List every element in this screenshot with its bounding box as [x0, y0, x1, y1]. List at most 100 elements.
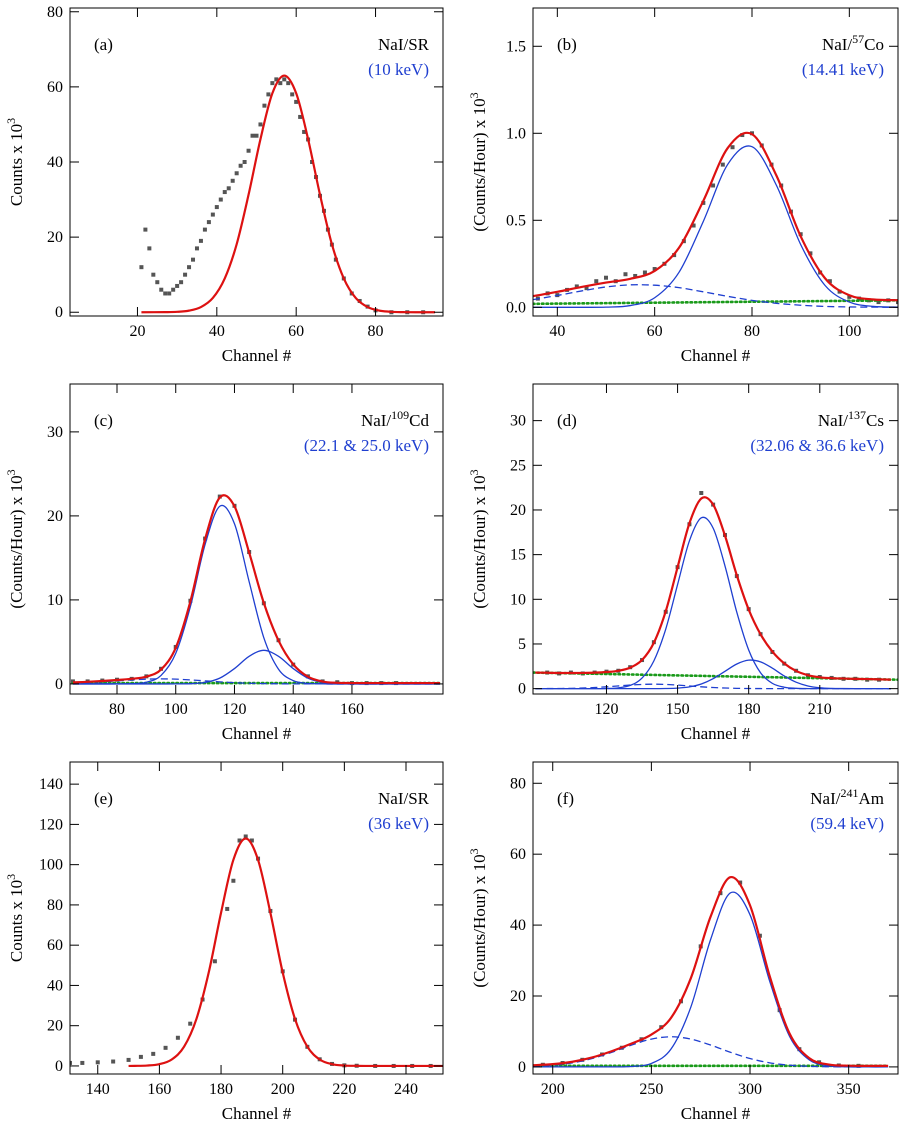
data-point [249, 838, 254, 843]
text-part: (Counts/Hour) x 10 [470, 475, 489, 608]
text-part: NaI/ [818, 411, 848, 430]
y-tick-label: 60 [47, 79, 63, 96]
panel: 0.0 0.5 1.0 1.5 40 60 80 100 Channel # (Counts/Ho… [467, 7, 899, 365]
panel: 0 20 40 60 80 20 40 60 80 Channel # Counts x 103 (a… [4, 4, 444, 365]
data-point [202, 227, 207, 232]
data-point [138, 1054, 143, 1059]
data-point [242, 160, 247, 164]
data-point [238, 163, 243, 168]
data-point [254, 133, 259, 138]
y-tick-label: 0 [518, 681, 526, 698]
data-point [652, 267, 657, 272]
x-tick-label: 180 [209, 1081, 233, 1098]
data-point [188, 1021, 193, 1026]
y-tick-label: 0.0 [506, 299, 526, 316]
y-tick-label: 0 [518, 1059, 526, 1076]
y-axis-label: Counts x 103 [4, 118, 26, 206]
x-tick-label: 200 [541, 1081, 565, 1098]
plot-frame [69, 761, 444, 1075]
data-point [70, 1060, 72, 1065]
component-curve [533, 1036, 889, 1068]
data-point [642, 270, 647, 275]
plot-area [533, 490, 898, 690]
fit-curve [533, 145, 898, 308]
y-tick-label: 30 [47, 424, 63, 441]
x-axis-label: Channel # [222, 1104, 292, 1123]
x-tick-label: 160 [340, 701, 364, 718]
text-part: Am [859, 789, 885, 808]
fit-curve [533, 876, 889, 1067]
data-point [95, 1060, 100, 1065]
y-tick-label: 20 [47, 508, 63, 525]
x-tick-label: 140 [281, 701, 305, 718]
x-axis-label: Channel # [222, 346, 292, 365]
x-tick-label: 120 [594, 701, 618, 718]
y-tick-label: 10 [510, 591, 526, 608]
data-point [711, 183, 716, 188]
data-point [237, 838, 242, 843]
superscript: 3 [467, 848, 481, 854]
text-part: NaI/ [810, 789, 840, 808]
data-point [139, 265, 144, 270]
x-tick-label: 200 [271, 1081, 295, 1098]
superscript: 57 [852, 32, 864, 46]
data-point [876, 300, 881, 305]
data-point [179, 280, 184, 285]
x-tick-label: 40 [549, 323, 565, 340]
data-point [206, 220, 211, 225]
data-point [212, 959, 217, 964]
data-point [194, 246, 199, 251]
data-point [226, 186, 231, 191]
data-point [143, 227, 148, 232]
panel-title: NaI/241Am [810, 786, 884, 808]
x-axis-label: Channel # [681, 724, 751, 743]
panel-label: (e) [94, 789, 113, 808]
y-tick-label: 30 [510, 413, 526, 430]
data-point [187, 265, 192, 270]
data-point [274, 77, 279, 82]
data-point [191, 257, 196, 262]
text-part: Cs [866, 411, 884, 430]
panel-label: (b) [557, 35, 577, 54]
superscript: 3 [467, 92, 481, 98]
data-point [691, 223, 696, 228]
y-tick-label: 20 [47, 1018, 63, 1035]
y-tick-label: 0.5 [506, 212, 526, 229]
x-tick-label: 250 [639, 1081, 663, 1098]
y-tick-label: 15 [510, 547, 526, 564]
x-tick-label: 120 [222, 701, 246, 718]
data-point [258, 122, 263, 127]
plot-area [70, 494, 442, 686]
y-axis-label: (Counts/Hour) x 103 [4, 469, 26, 608]
y-tick-label: 100 [39, 857, 63, 874]
y-axis-label: Counts x 103 [4, 874, 26, 962]
data-point [183, 272, 188, 277]
superscript: 3 [4, 874, 18, 880]
x-tick-label: 210 [808, 701, 832, 718]
data-point [574, 284, 579, 289]
plot-area [70, 834, 443, 1068]
data-point [282, 77, 287, 82]
data-point [286, 81, 291, 86]
fit-curve [535, 496, 891, 681]
component-curve [535, 683, 891, 690]
panel-subtitle: (22.1 & 25.0 keV) [304, 436, 429, 455]
y-tick-label: 1.0 [506, 125, 526, 142]
data-point [896, 300, 898, 305]
y-tick-label: 20 [510, 502, 526, 519]
text-part: (Counts/Hour) x 10 [7, 475, 26, 608]
data-point [80, 1060, 85, 1065]
data-point [167, 291, 172, 296]
data-point [827, 279, 832, 284]
x-tick-label: 20 [129, 323, 145, 340]
text-part: Co [864, 35, 884, 54]
data-point [847, 294, 852, 299]
data-point [230, 178, 235, 183]
x-tick-label: 160 [147, 1081, 171, 1098]
y-tick-label: 20 [510, 988, 526, 1005]
x-tick-label: 180 [737, 701, 761, 718]
panel-subtitle: (32.06 & 36.6 keV) [750, 436, 884, 455]
text-part: NaI/SR [378, 789, 430, 808]
plot-frame [532, 7, 899, 317]
data-point [243, 834, 248, 839]
